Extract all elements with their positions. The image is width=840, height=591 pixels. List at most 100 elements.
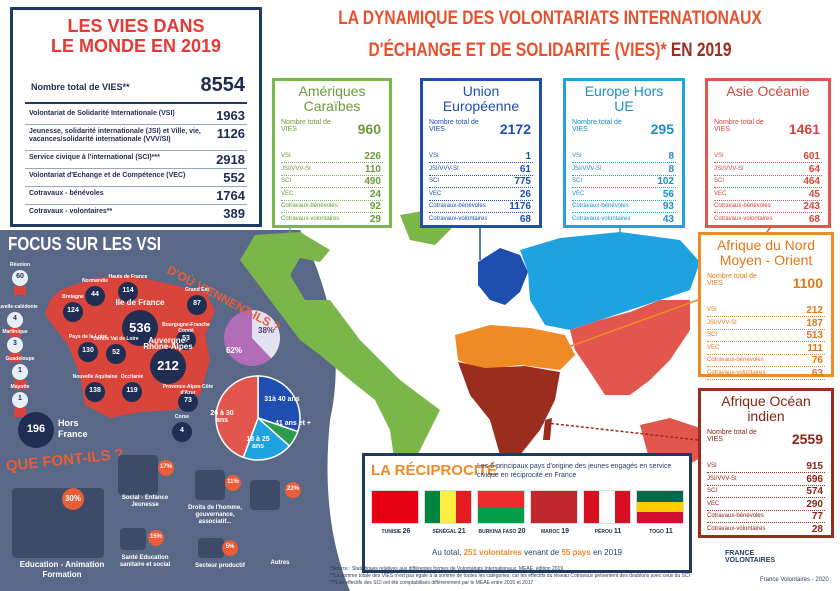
divider	[714, 212, 822, 213]
activity-badge: 17%	[158, 460, 174, 476]
total-value: 1461	[788, 121, 820, 137]
country: TUNISIE 26	[371, 528, 421, 535]
country-name: BURKINA FASO	[478, 529, 517, 535]
flag-band	[584, 491, 600, 523]
row-label: Cotravaux-bénévoles	[707, 357, 764, 363]
region-name: Afrique Océan indien	[721, 393, 811, 424]
row-label: Volontariat d'Echange et de Compétence (…	[29, 172, 186, 179]
place-label: Mayotte	[10, 384, 30, 390]
row-value: 1963	[216, 108, 245, 123]
activity-label: Santé Education sanitaire et social	[119, 555, 171, 568]
footnote: ***Les effectifs des SCI ont été comptab…	[330, 580, 534, 586]
place-label: Nouvelle-calédonie	[0, 304, 38, 310]
divider	[281, 174, 383, 176]
africa	[458, 362, 560, 455]
age-slice	[257, 375, 301, 433]
row-value: 243	[803, 201, 820, 212]
divider	[707, 353, 825, 355]
place-value: 536	[129, 320, 151, 335]
north-africa-middle-east	[455, 325, 575, 370]
row-value: 92	[369, 201, 381, 212]
row-value: 64	[808, 163, 820, 175]
total-label: Nombre total de VIES	[429, 119, 479, 133]
footnote: *Source : Statistiques relatives aux dif…	[330, 566, 564, 572]
row-label: Cotravaux-volontaires	[572, 215, 631, 222]
activity-label: Secteur productif	[195, 563, 245, 569]
activity-badge: 11%	[225, 475, 241, 491]
place-value: 212	[157, 358, 179, 373]
divider	[25, 168, 247, 169]
row-value: 76	[811, 355, 823, 366]
place-label: Hauts de France	[108, 274, 148, 280]
row-value: 26	[519, 188, 531, 200]
overseas-shape	[9, 353, 21, 362]
row-value: 490	[364, 176, 381, 187]
overseas-shape	[14, 380, 26, 389]
row-value: 24	[369, 188, 381, 200]
activity-icon	[12, 488, 104, 558]
vsi-title: FOCUS SUR LES VSI	[8, 234, 162, 254]
activity-badge: 5%	[222, 540, 238, 556]
flag	[371, 490, 419, 524]
row-label: Cotravaux-bénévoles	[572, 203, 629, 209]
row-value: 1176	[509, 201, 531, 212]
region-box: Europe Hors UE Nombre total de VIES 295 VSI…	[563, 78, 685, 228]
place-label: Provence-Alpes Côte d'Azur	[162, 384, 214, 396]
divider	[572, 174, 676, 176]
divider	[429, 187, 533, 188]
row-value: 552	[223, 170, 245, 185]
row-value: 464	[803, 176, 820, 187]
total-label: Nombre total de VIES	[707, 273, 757, 287]
row-label: VEC	[429, 190, 442, 197]
place-label: Bretagne	[62, 294, 84, 300]
divider	[25, 204, 247, 205]
total-value: 295	[650, 121, 674, 137]
place-value: 1	[18, 367, 22, 374]
row-value: 56	[662, 188, 674, 200]
row-value: 601	[803, 151, 820, 162]
row-label: SCI	[572, 178, 583, 184]
row-label: VSI	[281, 153, 291, 159]
place-badge: 130	[78, 342, 98, 362]
country-name: TOGO	[649, 529, 664, 535]
row-value: 102	[657, 176, 674, 187]
row-label: VEC	[572, 190, 585, 197]
row-value: 290	[806, 498, 823, 510]
total-value: 8554	[200, 74, 246, 96]
place-value: 52	[112, 349, 120, 356]
row-label: Service civique à l'international (SCI)*…	[29, 154, 160, 161]
activity-icon	[195, 470, 225, 500]
footnote: **La somme totale des VIES n'est pas éga…	[330, 573, 690, 579]
place-value: 44	[91, 291, 99, 298]
divider	[707, 341, 825, 342]
divider	[572, 224, 676, 226]
activity-badge: 15%	[148, 530, 164, 546]
age-label: 26 à 30 ans	[210, 410, 234, 424]
activity-value: 5%	[225, 544, 235, 550]
row-value: 43	[662, 213, 674, 225]
row-label: Cotravaux-bénévoles	[281, 203, 338, 209]
activity-badge: 30%	[62, 488, 84, 510]
region-box: Afrique du Nord Moyen - Orient Nombre tot…	[698, 232, 834, 380]
place-badge: 536	[122, 310, 158, 346]
row-label: VSI	[572, 153, 582, 159]
divider	[281, 187, 383, 188]
country-value: 26	[402, 528, 411, 535]
row-label: Cotravaux-volontaires	[707, 525, 766, 532]
summary-part: 251 volontaires	[463, 548, 522, 557]
place-value: 60	[16, 273, 24, 280]
region-box: Afrique Océan indien Nombre total de VIES…	[698, 388, 834, 538]
row-value: 8	[668, 163, 674, 175]
activity-icon	[250, 480, 280, 510]
row-value: 1	[525, 151, 531, 162]
divider	[429, 174, 533, 176]
row-label: Volontariat de Solidarité Internationale…	[29, 110, 175, 117]
place-badge: 87	[187, 295, 207, 315]
activity-title: QUE FONT-ILS ?	[5, 445, 125, 475]
row-label: Cotravaux-volontaires	[281, 215, 340, 222]
overseas-shape	[14, 408, 26, 417]
europe-non-eu	[520, 232, 700, 330]
row-value: 63	[811, 367, 823, 379]
